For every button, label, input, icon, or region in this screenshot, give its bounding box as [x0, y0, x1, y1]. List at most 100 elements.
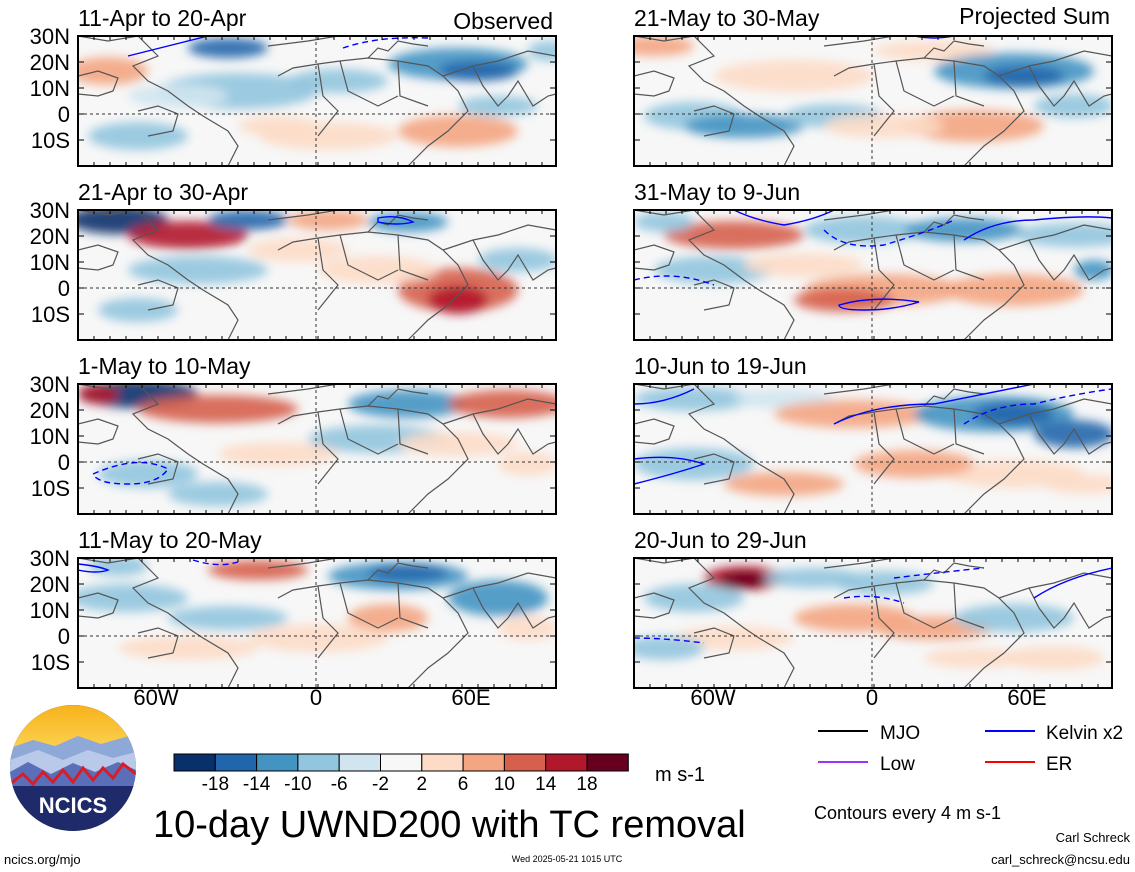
colorbar-swatch [545, 753, 588, 772]
anomaly-blob [438, 61, 518, 81]
contour-legend: MJO Kelvin x2 Low ER Contours every 4 m … [814, 723, 1123, 823]
kelvin-contour [127, 36, 209, 57]
coastline [397, 408, 429, 455]
coastline [693, 105, 735, 137]
panel-title: 20-Jun to 29-Jun [634, 527, 807, 553]
panel-title: 21-Apr to 30-Apr [78, 179, 248, 205]
anomaly-blob [128, 256, 268, 284]
kelvin-contour [733, 210, 835, 226]
anomaly-blob [954, 604, 1074, 632]
legend-label-mjo: MJO [880, 723, 920, 744]
anomaly-blob [1004, 646, 1104, 670]
coastline [397, 60, 429, 107]
coastline [953, 60, 985, 107]
map-panel-observed-1: 11-Apr to 20-Apr [78, 5, 247, 31]
coastline [823, 210, 895, 221]
svg-text:10S: 10S [31, 476, 70, 501]
svg-text:30N: 30N [30, 372, 70, 397]
coastline [1028, 239, 1112, 281]
footer-email[interactable]: carl_schreck@ncsu.edu [991, 852, 1130, 867]
coastline [267, 36, 339, 47]
svg-text:0: 0 [310, 685, 322, 710]
footer-url[interactable]: ncics.org/mjo [4, 852, 81, 867]
kelvin-contour [823, 219, 955, 247]
anomaly-blob [684, 114, 804, 138]
map-field-o1 [77, 35, 557, 167]
anomaly-blob [664, 221, 804, 249]
coastline [267, 558, 339, 569]
map-panel-observed-2: 21-Apr to 30-Apr [78, 179, 248, 205]
svg-text:10S: 10S [31, 650, 70, 675]
svg-text:60E: 60E [1007, 685, 1046, 710]
colorbar: -18 -14 -10 -6 -2 2 6 10 14 18 [173, 753, 629, 795]
lat-axis-labels: 30N 20N 10N 0 10S 30N 20N 10N 0 10S 30N … [30, 24, 70, 675]
svg-text:20N: 20N [30, 398, 70, 423]
coastline [78, 244, 119, 271]
svg-text:10S: 10S [31, 128, 70, 153]
panel-title: 1-May to 10-May [78, 353, 251, 379]
svg-text:0: 0 [58, 102, 70, 127]
colorbar-units: m s-1 [655, 764, 705, 786]
footer-author: Carl Schreck [1056, 830, 1131, 845]
anomaly-blob [78, 57, 148, 85]
coastline [953, 408, 985, 455]
anomaly-blob [208, 210, 288, 230]
svg-text:0: 0 [58, 276, 70, 301]
anomaly-blob [288, 69, 388, 93]
anomaly-blob [398, 432, 518, 456]
svg-text:20N: 20N [30, 224, 70, 249]
anomaly-blob [98, 298, 178, 322]
projected-label: Projected Sum [959, 3, 1110, 29]
panel-title: 31-May to 9-Jun [634, 179, 800, 205]
colorbar-swatch [380, 753, 423, 772]
kelvin-contour [92, 461, 170, 485]
footer-timestamp: Wed 2025-05-21 1015 UTC [512, 854, 623, 864]
map-panel-projected-2: 31-May to 9-Jun [634, 179, 800, 205]
svg-text:30N: 30N [30, 546, 70, 571]
svg-text:10S: 10S [31, 302, 70, 327]
anomaly-blob [1034, 94, 1112, 118]
kelvin-contour [843, 595, 905, 604]
coastline [267, 210, 339, 221]
colorbar-swatch [462, 753, 505, 772]
coastline [78, 592, 119, 619]
map-panel-observed-4: 11-May to 20-May [78, 527, 262, 553]
map-field-o2 [77, 209, 557, 341]
anomaly-blob [724, 472, 844, 496]
colorbar-tick-label: 2 [417, 774, 428, 795]
anomaly-blob [1044, 474, 1112, 494]
coastline [823, 36, 895, 47]
anomaly-blob [118, 636, 258, 660]
coastline [923, 214, 985, 233]
coastline [873, 585, 895, 659]
colorbar-tick-label: 10 [494, 774, 515, 795]
svg-text:10N: 10N [30, 424, 70, 449]
colorbar-swatch [421, 753, 464, 772]
coastline [367, 388, 429, 407]
anomaly-blob [398, 115, 518, 147]
coastline [634, 592, 675, 619]
map-field-p1 [633, 35, 1113, 167]
coastline [693, 453, 735, 485]
coastline [78, 418, 119, 445]
coastline [923, 562, 985, 581]
svg-text:0: 0 [866, 685, 878, 710]
coastline [339, 408, 399, 455]
coastline [823, 558, 895, 569]
coastline [472, 65, 556, 107]
anomaly-blob [924, 648, 1024, 668]
colorbar-swatch [256, 753, 299, 772]
kelvin-contour [192, 559, 239, 566]
coastline [137, 105, 179, 137]
colorbar-swatch [173, 753, 216, 772]
anomaly-blob [1034, 420, 1112, 448]
coastline [367, 562, 429, 581]
anomaly-blob [288, 210, 368, 230]
anomaly-blob [794, 288, 894, 312]
coastline [634, 244, 675, 271]
anomaly-blob [348, 390, 468, 418]
coastline [442, 50, 556, 77]
kelvin-contour [634, 388, 695, 405]
coastline [634, 70, 675, 97]
colorbar-tick-label: 6 [458, 774, 469, 795]
